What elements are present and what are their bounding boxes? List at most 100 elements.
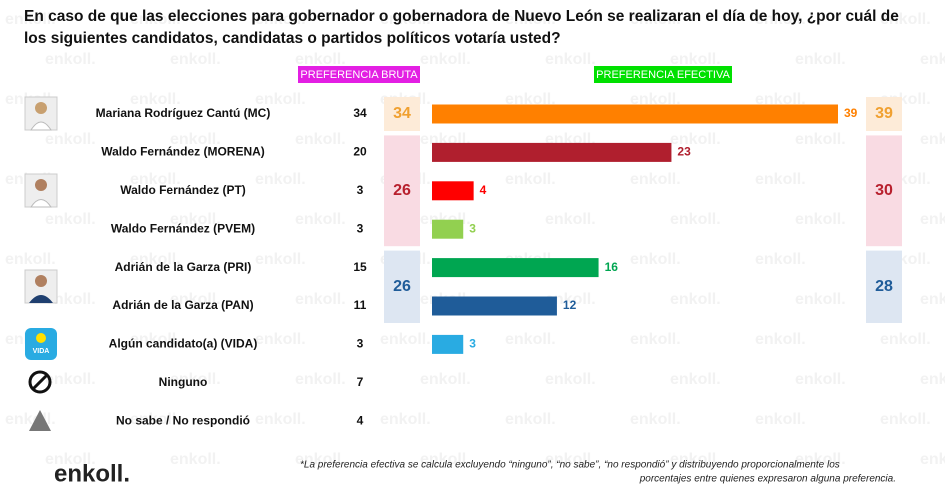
- watermark: enkoll.: [755, 331, 806, 348]
- group-box: [866, 135, 902, 247]
- watermark: enkoll.: [755, 91, 806, 108]
- category-label: Waldo Fernández (PVEM): [111, 221, 255, 235]
- watermark: enkoll.: [295, 131, 346, 148]
- watermark: enkoll.: [920, 51, 945, 68]
- watermark: enkoll.: [255, 11, 306, 28]
- group-box: [384, 250, 420, 323]
- watermark: enkoll.: [880, 331, 931, 348]
- watermark: enkoll.: [755, 171, 806, 188]
- watermark: enkoll.: [255, 91, 306, 108]
- groups: 34 39 26 30 26 28: [384, 97, 902, 323]
- watermark: enkoll.: [670, 51, 721, 68]
- photo: [35, 179, 47, 191]
- watermark: enkoll.: [505, 11, 556, 28]
- watermark: enkoll.: [755, 11, 806, 28]
- watermark: enkoll.: [295, 371, 346, 388]
- raw-value: 15: [353, 260, 367, 274]
- photo: [35, 102, 47, 114]
- photo: [30, 121, 52, 131]
- none-icon: [28, 370, 52, 394]
- group-raw: 26: [393, 278, 411, 295]
- watermark: enkoll.: [880, 411, 931, 428]
- vida-text: VIDA: [33, 348, 50, 355]
- bar: [432, 258, 599, 278]
- raw-header: PREFERENCIA BRUTA: [300, 69, 418, 81]
- watermark: enkoll.: [505, 331, 556, 348]
- watermark: enkoll.: [295, 211, 346, 228]
- group-effective: 28: [875, 278, 893, 295]
- watermarks: enkoll. enkoll. enkoll. enkoll. enkoll. enkol…: [5, 11, 945, 468]
- unknown-icon: [29, 410, 51, 431]
- category-label: Ninguno: [159, 375, 208, 389]
- raw-value: 20: [353, 145, 367, 159]
- bar: [432, 296, 557, 316]
- watermark: enkoll.: [255, 171, 306, 188]
- group-box: [866, 97, 902, 131]
- watermark: enkoll.: [795, 291, 846, 308]
- watermark: enkoll.: [795, 51, 846, 68]
- group-effective: 39: [875, 105, 893, 122]
- watermark: enkoll.: [5, 11, 56, 28]
- watermark: enkoll.: [255, 331, 306, 348]
- icons: VIDA: [24, 96, 58, 431]
- vida-icon: [25, 328, 57, 360]
- footnote: porcentajes entre quienes expresaron alg…: [639, 474, 896, 485]
- watermark: enkoll.: [130, 411, 181, 428]
- watermark: enkoll.: [380, 411, 431, 428]
- watermark: enkoll.: [420, 451, 471, 468]
- watermark: enkoll.: [670, 211, 721, 228]
- watermark: enkoll.: [630, 11, 681, 28]
- watermark: enkoll.: [295, 451, 346, 468]
- raw-value: 4: [357, 413, 364, 427]
- watermark: enkoll.: [505, 171, 556, 188]
- photo: [30, 199, 52, 208]
- watermark: enkoll.: [545, 451, 596, 468]
- watermark: enkoll.: [630, 251, 681, 268]
- raw-value: 3: [357, 183, 364, 197]
- photo: [29, 295, 53, 303]
- watermark: enkoll.: [920, 371, 945, 388]
- category-label: Adrián de la Garza (PAN): [112, 298, 253, 312]
- group-raw: 34: [393, 105, 411, 122]
- watermark: enkoll.: [545, 291, 596, 308]
- watermark: enkoll.: [505, 411, 556, 428]
- footnote: *La preferencia efectiva se calcula excl…: [300, 460, 840, 471]
- watermark: enkoll.: [630, 91, 681, 108]
- value-label: 16: [605, 260, 619, 274]
- photo: [35, 275, 47, 287]
- watermark: enkoll.: [880, 11, 931, 28]
- watermark: enkoll.: [795, 211, 846, 228]
- watermark: enkoll.: [420, 51, 471, 68]
- watermark: enkoll.: [920, 291, 945, 308]
- watermark: enkoll.: [170, 291, 221, 308]
- watermark: enkoll.: [295, 51, 346, 68]
- effective-header: PREFERENCIA EFECTIVA: [596, 69, 730, 81]
- group-box: [866, 250, 902, 323]
- watermark: enkoll.: [5, 251, 56, 268]
- watermark: enkoll.: [420, 371, 471, 388]
- bar: [432, 104, 838, 124]
- group-raw: 26: [393, 182, 411, 199]
- watermark: enkoll.: [920, 451, 945, 468]
- logo: enkoll.: [54, 460, 130, 487]
- watermark: enkoll.: [505, 91, 556, 108]
- group-box: [384, 97, 420, 131]
- watermark: enkoll.: [170, 51, 221, 68]
- watermark: enkoll.: [670, 371, 721, 388]
- watermark: enkoll.: [795, 371, 846, 388]
- value-label: 3: [469, 221, 476, 235]
- category-label: No sabe / No respondió: [116, 413, 250, 427]
- raw-value: 34: [353, 106, 367, 120]
- watermark: enkoll.: [130, 251, 181, 268]
- group-effective: 30: [875, 182, 893, 199]
- watermark: enkoll.: [630, 171, 681, 188]
- watermark: enkoll.: [255, 251, 306, 268]
- watermark: enkoll.: [795, 451, 846, 468]
- category-label: Adrián de la Garza (PRI): [115, 260, 252, 274]
- watermark: enkoll.: [45, 451, 96, 468]
- watermark: enkoll.: [45, 291, 96, 308]
- watermark: enkoll.: [45, 211, 96, 228]
- watermark: enkoll.: [130, 331, 181, 348]
